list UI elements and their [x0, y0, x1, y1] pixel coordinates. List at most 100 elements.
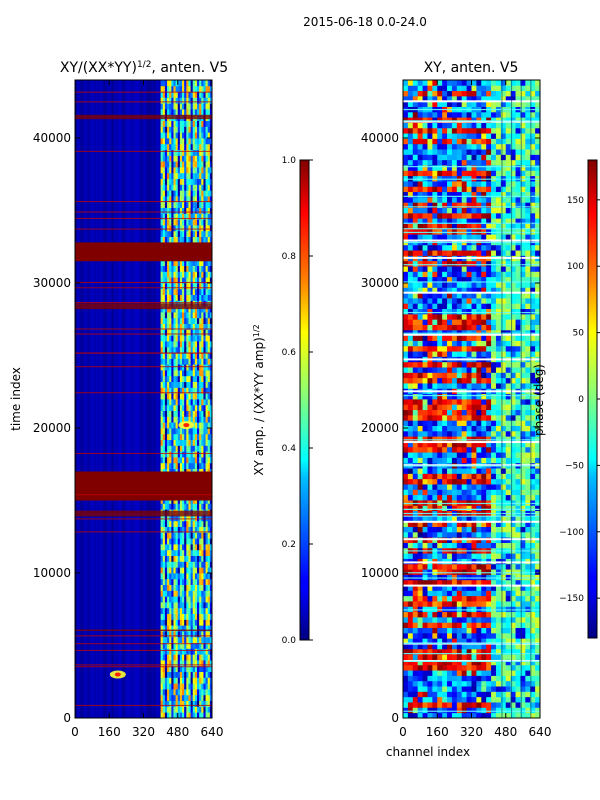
- heatmap-cell: [407, 574, 414, 581]
- heatmap-cell: [197, 132, 200, 139]
- heatmap-cell: [190, 149, 194, 156]
- heatmap-cell: [171, 387, 174, 394]
- heatmap-cell: [184, 665, 187, 672]
- heatmap-cell: [447, 489, 453, 496]
- heatmap-cell: [179, 265, 183, 272]
- heatmap-cell: [203, 636, 206, 643]
- heatmap-cell: [169, 161, 172, 168]
- heatmap-cell: [471, 601, 477, 607]
- heatmap-cell: [515, 521, 521, 527]
- heatmap-cell: [427, 420, 433, 426]
- heatmap-cell: [500, 595, 507, 602]
- heatmap-cell: [173, 109, 177, 116]
- heatmap-cell: [190, 288, 194, 295]
- heatmap-cell: [203, 370, 206, 377]
- heatmap-cell: [205, 515, 209, 522]
- heatmap-cell: [456, 611, 463, 618]
- heatmap-cell: [188, 683, 191, 690]
- heatmap-cell: [169, 549, 172, 556]
- heatmap-cell: [201, 393, 204, 400]
- heatmap-cell: [407, 664, 414, 671]
- heatmap-cell: [201, 277, 204, 284]
- heatmap-cell: [175, 602, 179, 609]
- heatmap-cell: [525, 643, 531, 650]
- heatmap-cell: [520, 335, 526, 341]
- heatmap-cell: [173, 671, 177, 678]
- heatmap-cell: [495, 478, 502, 485]
- heatmap-cell: [505, 632, 512, 639]
- heatmap-cell: [167, 109, 170, 116]
- heatmap-cell: [179, 149, 183, 156]
- heatmap-cell: [403, 675, 409, 682]
- heatmap-cell: [205, 132, 209, 139]
- heatmap-cell: [175, 387, 179, 394]
- heatmap-cell: [491, 707, 497, 714]
- heatmap-cell: [209, 236, 212, 243]
- heatmap-cell: [190, 596, 194, 603]
- heatmap-cell: [491, 319, 497, 325]
- heatmap-cell: [403, 574, 409, 581]
- heatmap-cell: [500, 691, 507, 698]
- heatmap-cell: [182, 190, 185, 197]
- heatmap-cell: [190, 184, 194, 191]
- heatmap-cell: [412, 526, 419, 533]
- heatmap-cell: [192, 433, 196, 440]
- heatmap-cell: [461, 648, 468, 655]
- heatmap-cell: [175, 329, 179, 336]
- heatmap-cell: [169, 410, 172, 417]
- heatmap-cell: [209, 259, 212, 266]
- heatmap-cell: [535, 601, 540, 607]
- heatmap-cell: [197, 526, 200, 533]
- heatmap-cell: [476, 457, 482, 464]
- heatmap-cell: [447, 303, 453, 310]
- heatmap-cell: [403, 611, 409, 618]
- heatmap-cell: [427, 292, 433, 299]
- heatmap-cell: [442, 446, 448, 453]
- heatmap-cell: [167, 631, 170, 638]
- heatmap-cell: [171, 132, 174, 139]
- heatmap-cell: [188, 619, 191, 626]
- heatmap-cell: [412, 563, 419, 570]
- heatmap-cell: [197, 410, 200, 417]
- heatmap-cell: [173, 677, 177, 684]
- heatmap-cell: [520, 691, 526, 698]
- heatmap-cell: [207, 190, 211, 197]
- heatmap-cell: [164, 375, 168, 382]
- heatmap-cell: [437, 595, 443, 602]
- heatmap-cell: [207, 103, 211, 110]
- heatmap-cell: [167, 329, 170, 336]
- heatmap-cell: [169, 225, 172, 232]
- heatmap-cell: [505, 691, 512, 698]
- heatmap-cell: [451, 616, 458, 623]
- heatmap-cell: [515, 484, 521, 490]
- heatmap-cell: [182, 283, 185, 290]
- heatmap-cell: [182, 561, 185, 568]
- heatmap-cell: [186, 700, 189, 707]
- heatmap-cell: [192, 451, 196, 458]
- heatmap-cell: [447, 340, 453, 347]
- heatmap-cell: [520, 489, 526, 496]
- heatmap-cell: [451, 712, 458, 718]
- heatmap-cell: [184, 549, 187, 556]
- heatmap-cell: [201, 161, 204, 168]
- heatmap-cell: [169, 196, 172, 203]
- heatmap-cell: [427, 675, 433, 682]
- heatmap-cell: [451, 521, 458, 527]
- heatmap-cell: [495, 297, 502, 304]
- heatmap-cell: [171, 631, 174, 638]
- heatmap-cell: [186, 648, 189, 655]
- heatmap-cell: [209, 549, 212, 556]
- heatmap-cell: [164, 184, 168, 191]
- heatmap-cell: [486, 654, 492, 660]
- heatmap-cell: [205, 573, 209, 580]
- heatmap-cell: [190, 393, 194, 400]
- heatmap-cell: [403, 420, 409, 426]
- heatmap-cell: [451, 606, 458, 613]
- heatmap-cell: [201, 671, 204, 678]
- heatmap-cell: [505, 308, 512, 315]
- heatmap-cell: [190, 172, 194, 179]
- heatmap-cell: [471, 430, 477, 437]
- heatmap-cell: [209, 370, 212, 377]
- heatmap-cell: [171, 161, 174, 168]
- heatmap-cell: [427, 319, 433, 325]
